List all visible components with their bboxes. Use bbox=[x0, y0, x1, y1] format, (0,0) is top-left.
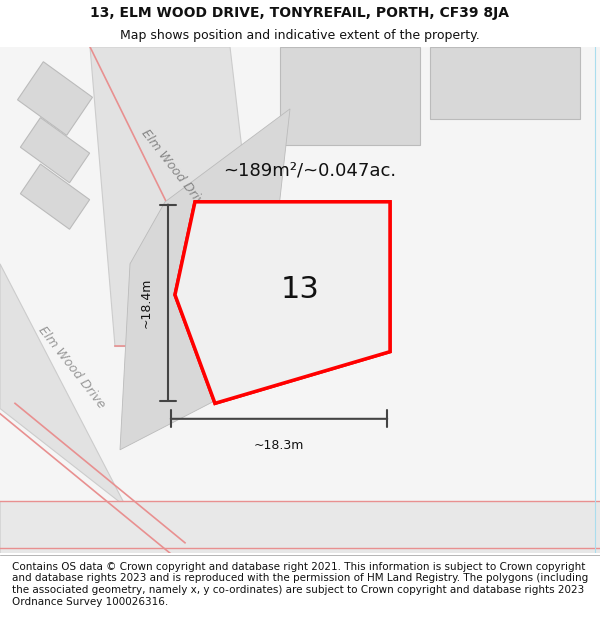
Text: 13, ELM WOOD DRIVE, TONYREFAIL, PORTH, CF39 8JA: 13, ELM WOOD DRIVE, TONYREFAIL, PORTH, C… bbox=[91, 6, 509, 20]
Text: Map shows position and indicative extent of the property.: Map shows position and indicative extent… bbox=[120, 29, 480, 42]
Text: Elm Wood Drive: Elm Wood Drive bbox=[36, 324, 108, 411]
Text: ~18.4m: ~18.4m bbox=[140, 278, 153, 328]
Polygon shape bbox=[0, 501, 600, 553]
Bar bbox=[17, 62, 92, 136]
Bar bbox=[20, 118, 89, 182]
Polygon shape bbox=[120, 109, 290, 450]
Polygon shape bbox=[0, 264, 185, 553]
Text: ~18.3m: ~18.3m bbox=[254, 439, 304, 452]
Polygon shape bbox=[175, 202, 390, 403]
Polygon shape bbox=[90, 47, 265, 346]
Text: 13: 13 bbox=[281, 275, 319, 304]
Text: ~189m²/~0.047ac.: ~189m²/~0.047ac. bbox=[223, 162, 397, 180]
Polygon shape bbox=[280, 47, 420, 145]
Polygon shape bbox=[430, 47, 580, 119]
Bar bbox=[20, 164, 89, 229]
Text: Elm Wood Drive: Elm Wood Drive bbox=[139, 127, 211, 214]
Text: Contains OS data © Crown copyright and database right 2021. This information is : Contains OS data © Crown copyright and d… bbox=[12, 562, 588, 606]
Polygon shape bbox=[175, 202, 390, 403]
